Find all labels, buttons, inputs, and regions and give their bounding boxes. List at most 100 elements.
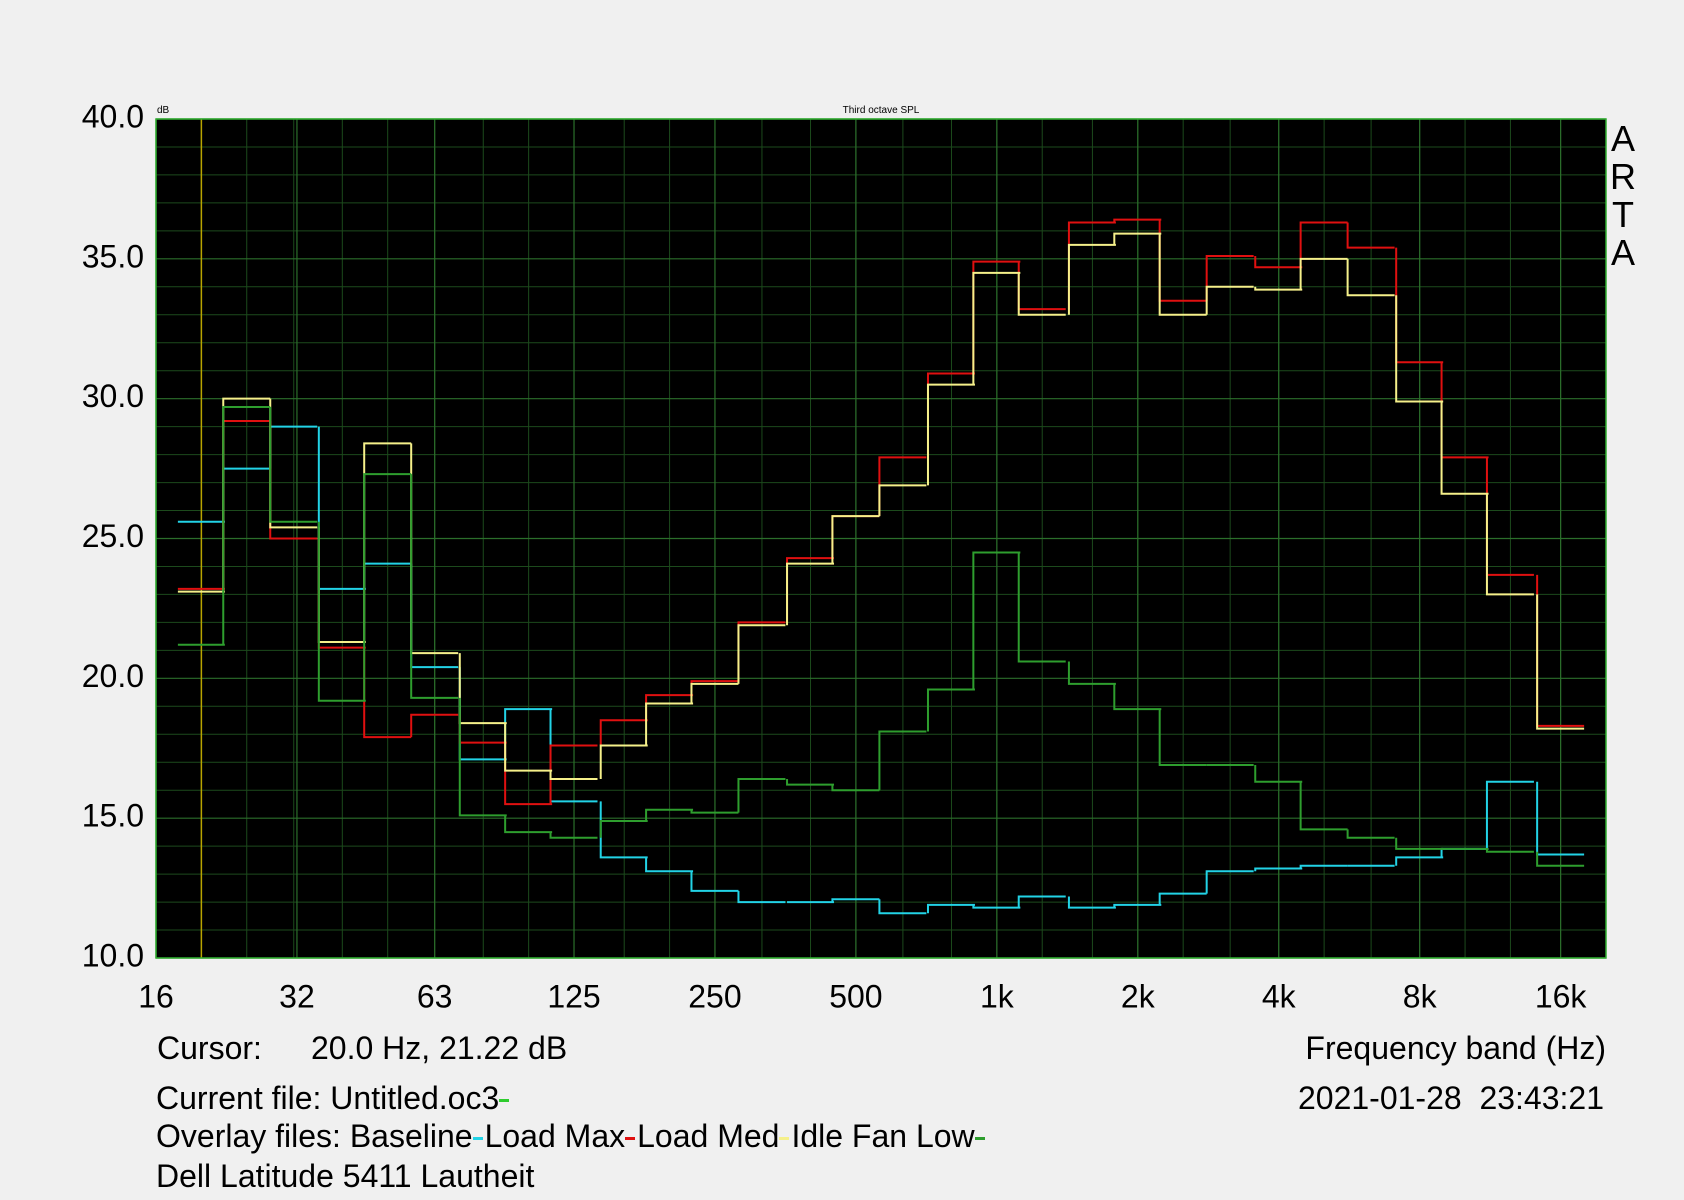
step-segment — [1113, 903, 1162, 908]
chart-title: Third octave SPL — [843, 105, 920, 116]
step-segment — [831, 515, 880, 564]
step-segment — [1158, 709, 1207, 767]
step-segment — [269, 407, 318, 523]
step-segment — [1067, 896, 1116, 909]
step-segment — [410, 474, 459, 699]
x-axis-label: Frequency band (Hz) — [1305, 1030, 1606, 1066]
x-tick-label: 16k — [1535, 978, 1588, 1014]
watermark: ARTA — [1610, 118, 1636, 273]
step-segment — [1158, 233, 1207, 316]
step-segment — [972, 551, 1021, 690]
step-segment — [549, 744, 598, 805]
x-tick-label: 63 — [417, 978, 453, 1014]
step-segment — [504, 815, 553, 834]
current-file-label: Current file: — [156, 1080, 322, 1116]
step-segment — [1299, 781, 1348, 831]
step-segment — [972, 271, 1021, 385]
step-segment — [1254, 765, 1303, 783]
step-segment — [599, 744, 648, 780]
step-segment — [1346, 258, 1395, 297]
step-segment — [972, 904, 1021, 909]
series — [177, 232, 1585, 781]
step-segment — [317, 521, 366, 702]
step-segment — [645, 808, 694, 821]
step-segment — [1158, 892, 1207, 905]
series — [177, 425, 1585, 915]
legend-swatch — [625, 1137, 636, 1141]
y-tick-label: 20.0 — [82, 658, 144, 694]
y-tick-label: 40.0 — [82, 98, 144, 134]
legend-swatch — [472, 1137, 483, 1141]
step-segment — [690, 871, 739, 892]
step-segment — [878, 899, 927, 915]
x-tick-label: 16 — [138, 978, 174, 1014]
step-segment — [1254, 256, 1303, 269]
step-segment — [1113, 683, 1162, 711]
step-segment — [1113, 232, 1162, 245]
x-tick-label: 500 — [829, 978, 882, 1014]
step-segment — [1485, 780, 1534, 849]
step-segment — [645, 857, 694, 873]
legend-entry: Load Max — [484, 1118, 626, 1154]
cursor-readout: 20.0 Hz, 21.22 dB — [311, 1030, 568, 1066]
step-segment — [737, 890, 786, 904]
step-segment — [363, 473, 412, 701]
x-tick-label: 2k — [1121, 978, 1156, 1014]
step-segment — [549, 770, 598, 781]
legend-swatch — [974, 1137, 985, 1141]
step-segment — [1346, 222, 1395, 249]
note: Dell Latitude 5411 Lautheit — [156, 1158, 535, 1194]
step-segment — [690, 682, 739, 704]
step-segment — [1346, 829, 1395, 839]
step-segment — [1395, 837, 1444, 850]
legend-swatch — [779, 1137, 790, 1141]
legend-entry: Load Med — [637, 1118, 780, 1154]
step-segment — [878, 484, 927, 517]
step-segment — [1536, 851, 1585, 867]
y-tick-label: 15.0 — [82, 798, 144, 834]
step-segment — [1536, 594, 1585, 730]
step-segment — [1067, 661, 1116, 685]
timestamp: 2021-01-28 23:43:21 — [1297, 1080, 1604, 1116]
x-tick-label: 250 — [688, 978, 741, 1014]
step-segment — [831, 784, 880, 792]
legend-entry: Baseline — [349, 1118, 473, 1154]
y-tick-label: 10.0 — [82, 937, 144, 973]
step-segment — [549, 832, 598, 839]
step-segment — [1299, 221, 1348, 268]
current-file: Current file: Untitled.oc3 — [156, 1080, 517, 1116]
plot-border — [155, 118, 1607, 959]
y-unit: dB — [157, 105, 170, 116]
step-segment — [926, 688, 975, 732]
legend-entry: Idle Fan Low — [791, 1118, 975, 1154]
legend-swatch — [499, 1099, 510, 1103]
step-segment — [599, 819, 648, 838]
y-tick-label: 25.0 — [82, 518, 144, 554]
step-segment — [599, 719, 648, 746]
x-tick-label: 125 — [547, 978, 600, 1014]
x-tick-label: 8k — [1403, 978, 1438, 1014]
step-segment — [926, 383, 975, 486]
step-segment — [737, 778, 786, 813]
step-segment — [690, 809, 739, 814]
step-segment — [1017, 272, 1066, 316]
step-segment — [458, 697, 507, 817]
x-tick-label: 32 — [279, 978, 315, 1014]
step-segment — [1299, 864, 1348, 869]
step-segment — [1299, 257, 1348, 290]
step-segment — [831, 898, 880, 903]
step-segment — [645, 702, 694, 746]
step-segment — [1205, 285, 1254, 315]
legend: Overlay files: Baseline Load Max Load Med I… — [156, 1118, 987, 1154]
legend-label: Overlay files: — [156, 1118, 341, 1154]
step-segment — [1254, 867, 1303, 872]
step-segment — [1017, 895, 1066, 908]
x-tick-label: 1k — [980, 978, 1015, 1014]
step-segment — [222, 406, 271, 645]
step-segment — [926, 903, 975, 914]
step-segment — [786, 779, 835, 786]
step-segment — [1440, 401, 1489, 495]
y-tick-label: 30.0 — [82, 378, 144, 414]
